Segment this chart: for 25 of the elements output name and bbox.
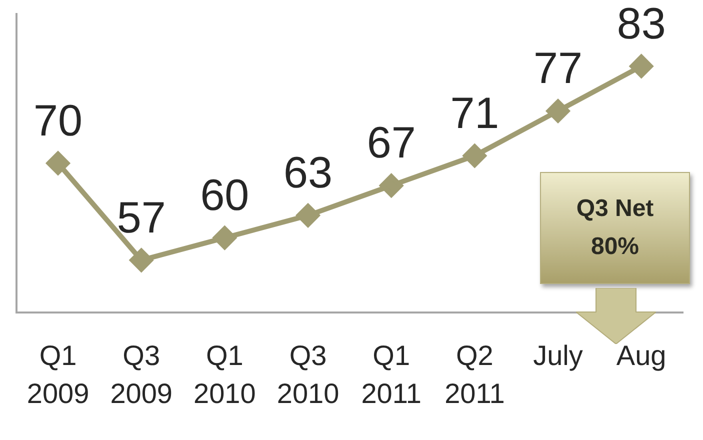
point — [213, 226, 236, 250]
annotation: Q3 Net 80% — [540, 172, 690, 284]
data-label: 67 — [366, 118, 416, 168]
data-label: 71 — [450, 88, 500, 138]
data-label: 57 — [116, 193, 166, 242]
point — [630, 54, 653, 78]
point — [296, 204, 320, 227]
x-tick-label: July — [533, 340, 583, 372]
data-label: 60 — [200, 170, 250, 220]
x-tick-label: Aug — [616, 340, 666, 372]
data-label: 70 — [34, 96, 82, 146]
point — [546, 99, 570, 122]
point — [130, 248, 153, 272]
data-label: 63 — [284, 148, 332, 198]
data-label: 77 — [534, 44, 582, 94]
point — [46, 152, 70, 175]
x-tick-label: Q1 2010 — [194, 340, 256, 409]
data-label: 83 — [616, 0, 666, 48]
x-tick-label: Q3 2009 — [110, 340, 172, 409]
x-tick-label: Q3 2010 — [276, 340, 340, 409]
x-tick-label: Q2 2011 — [444, 340, 505, 409]
x-tick-label: Q1 2011 — [361, 340, 422, 409]
x-tick-label: Q1 2009 — [26, 340, 90, 409]
point — [380, 174, 403, 198]
point — [463, 144, 486, 168]
